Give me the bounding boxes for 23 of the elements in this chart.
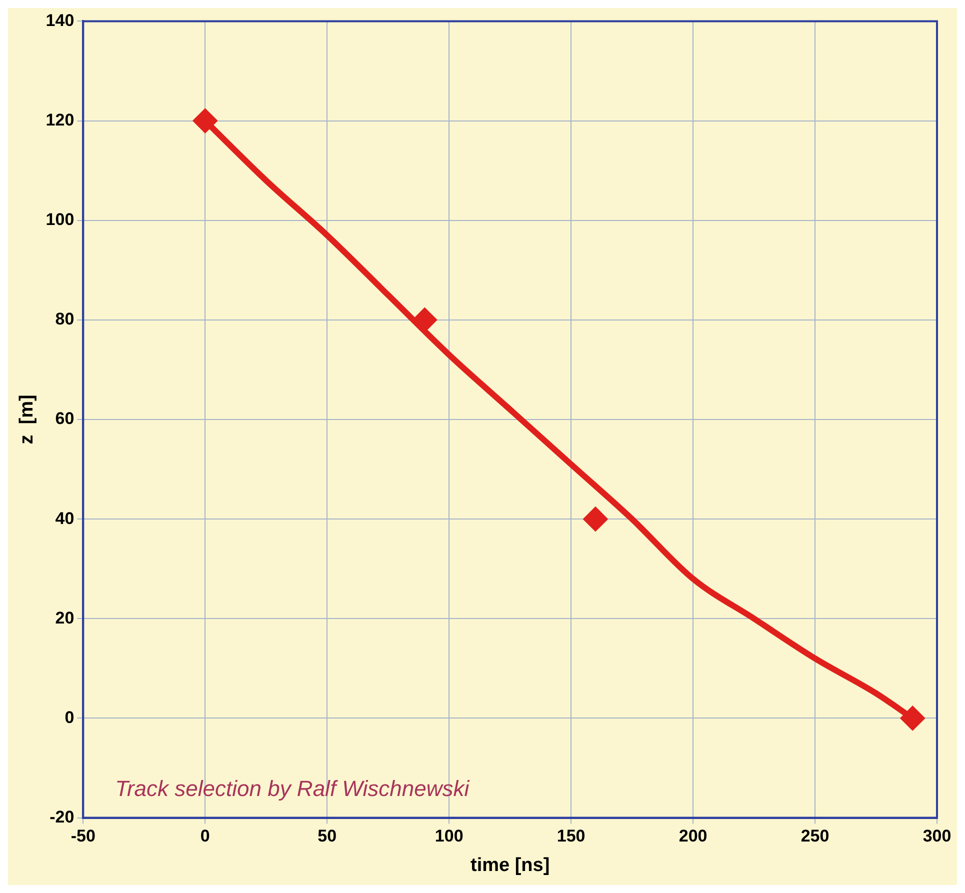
x-tick-label: 0 [200, 826, 210, 846]
x-tick-label: 50 [318, 826, 337, 846]
y-axis-title: z [m] [16, 394, 38, 444]
y-tick-label: 20 [55, 608, 74, 628]
y-tick-label: 120 [46, 110, 74, 130]
y-tick-label: 100 [46, 210, 74, 230]
annotation: Track selection by Ralf Wischnewski [115, 776, 470, 801]
point [192, 108, 218, 134]
point [582, 506, 608, 532]
y-tick-label: 40 [55, 508, 74, 528]
y-tick-label: 80 [55, 310, 74, 329]
x-tick-label: 250 [800, 826, 830, 846]
x-tick-label: 150 [556, 826, 586, 846]
point [900, 706, 926, 731]
x-tick-label: 300 [922, 826, 952, 846]
y-tick-label: 0 [64, 708, 74, 727]
x-tick-label: 100 [434, 826, 464, 846]
y-tick-label: 60 [55, 409, 74, 428]
x-tick-label: 200 [678, 826, 708, 846]
x-tick-label: -50 [70, 826, 96, 846]
x-axis-title: time [ns] [470, 854, 550, 876]
y-tick-label: -20 [50, 807, 74, 826]
y-tick-label: 140 [46, 10, 74, 30]
